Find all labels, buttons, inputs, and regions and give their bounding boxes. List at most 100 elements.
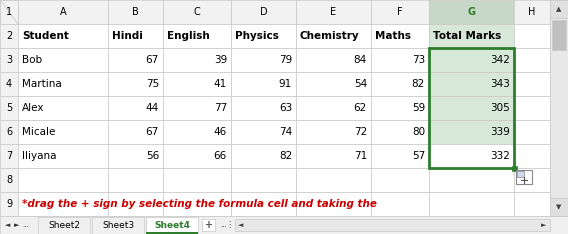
Bar	[163, 24, 231, 48]
Text: ⋮: ⋮	[225, 220, 233, 230]
Bar	[296, 168, 371, 192]
Bar	[163, 192, 231, 216]
Bar	[429, 48, 514, 168]
Bar	[550, 198, 568, 216]
Bar	[0, 0, 18, 24]
Text: 62: 62	[354, 103, 367, 113]
Text: 59: 59	[412, 103, 425, 113]
Bar	[516, 170, 532, 184]
Bar	[429, 120, 514, 144]
Text: 63: 63	[279, 103, 292, 113]
Bar	[429, 96, 514, 120]
Text: cursor at the bottom-right corner*: cursor at the bottom-right corner*	[22, 223, 223, 233]
Text: F: F	[397, 7, 403, 17]
Bar	[231, 120, 296, 144]
Text: Alex: Alex	[22, 103, 44, 113]
Text: 82: 82	[279, 151, 292, 161]
Text: Student: Student	[22, 31, 69, 41]
Text: Chemistry: Chemistry	[300, 31, 360, 41]
Text: ...: ...	[22, 222, 29, 228]
Text: 339: 339	[490, 127, 510, 137]
Bar	[371, 120, 429, 144]
Bar	[296, 0, 371, 24]
Bar	[514, 24, 550, 48]
Bar	[18, 192, 108, 216]
Bar	[108, 168, 163, 192]
Text: Physics: Physics	[235, 31, 279, 41]
Text: 332: 332	[490, 151, 510, 161]
Bar	[429, 192, 514, 216]
Text: 305: 305	[490, 103, 510, 113]
Text: 39: 39	[214, 55, 227, 65]
Bar	[514, 168, 550, 192]
Text: 46: 46	[214, 127, 227, 137]
Bar	[296, 96, 371, 120]
Text: English: English	[167, 31, 210, 41]
Text: Sheet2: Sheet2	[48, 220, 80, 230]
Text: H: H	[528, 7, 536, 17]
Bar	[0, 120, 18, 144]
Text: ...: ...	[220, 222, 227, 228]
Bar	[231, 24, 296, 48]
Bar	[0, 48, 18, 72]
Bar	[18, 72, 108, 96]
Text: 6: 6	[6, 127, 12, 137]
Bar	[202, 219, 215, 231]
Bar	[296, 72, 371, 96]
Text: Sheet3: Sheet3	[102, 220, 134, 230]
Text: ▲: ▲	[556, 6, 562, 12]
Bar	[231, 48, 296, 72]
Text: E: E	[331, 7, 337, 17]
Text: A: A	[60, 7, 66, 17]
Text: 67: 67	[146, 55, 159, 65]
Bar	[163, 48, 231, 72]
Bar	[296, 48, 371, 72]
Bar	[514, 72, 550, 96]
Text: ▼: ▼	[556, 204, 562, 210]
Text: 74: 74	[279, 127, 292, 137]
Text: 1: 1	[6, 7, 12, 17]
Bar	[18, 96, 108, 120]
Bar	[163, 96, 231, 120]
Bar	[0, 0, 18, 24]
Bar	[371, 144, 429, 168]
Text: D: D	[260, 7, 268, 17]
Text: 4: 4	[6, 79, 12, 89]
Text: Bob: Bob	[22, 55, 42, 65]
Text: 75: 75	[146, 79, 159, 89]
Bar	[429, 24, 514, 48]
Text: Maths: Maths	[375, 31, 411, 41]
Text: ◄: ◄	[239, 222, 244, 228]
Bar	[18, 168, 108, 192]
Bar	[231, 192, 296, 216]
Bar	[108, 72, 163, 96]
Bar	[0, 96, 18, 120]
Bar	[108, 192, 163, 216]
Text: 56: 56	[146, 151, 159, 161]
Bar	[146, 232, 198, 234]
Bar	[0, 216, 568, 234]
Bar	[146, 217, 198, 234]
Text: 79: 79	[279, 55, 292, 65]
Text: 2: 2	[6, 31, 12, 41]
Bar	[296, 120, 371, 144]
Text: ►: ►	[541, 222, 546, 228]
Bar	[429, 0, 514, 24]
Bar	[231, 144, 296, 168]
Text: *drag the + sign by selecting the formula cell and taking the: *drag the + sign by selecting the formul…	[22, 199, 377, 209]
Text: 5: 5	[6, 103, 12, 113]
Bar	[296, 144, 371, 168]
Bar	[371, 96, 429, 120]
Text: 9: 9	[6, 199, 12, 209]
Bar	[512, 165, 516, 171]
Bar	[235, 219, 550, 231]
Bar	[231, 168, 296, 192]
Text: G: G	[467, 7, 475, 17]
Bar	[108, 96, 163, 120]
Bar	[552, 20, 566, 50]
Bar	[0, 168, 18, 192]
Bar	[18, 144, 108, 168]
Bar	[0, 72, 18, 96]
Text: 44: 44	[146, 103, 159, 113]
Bar	[296, 192, 371, 216]
